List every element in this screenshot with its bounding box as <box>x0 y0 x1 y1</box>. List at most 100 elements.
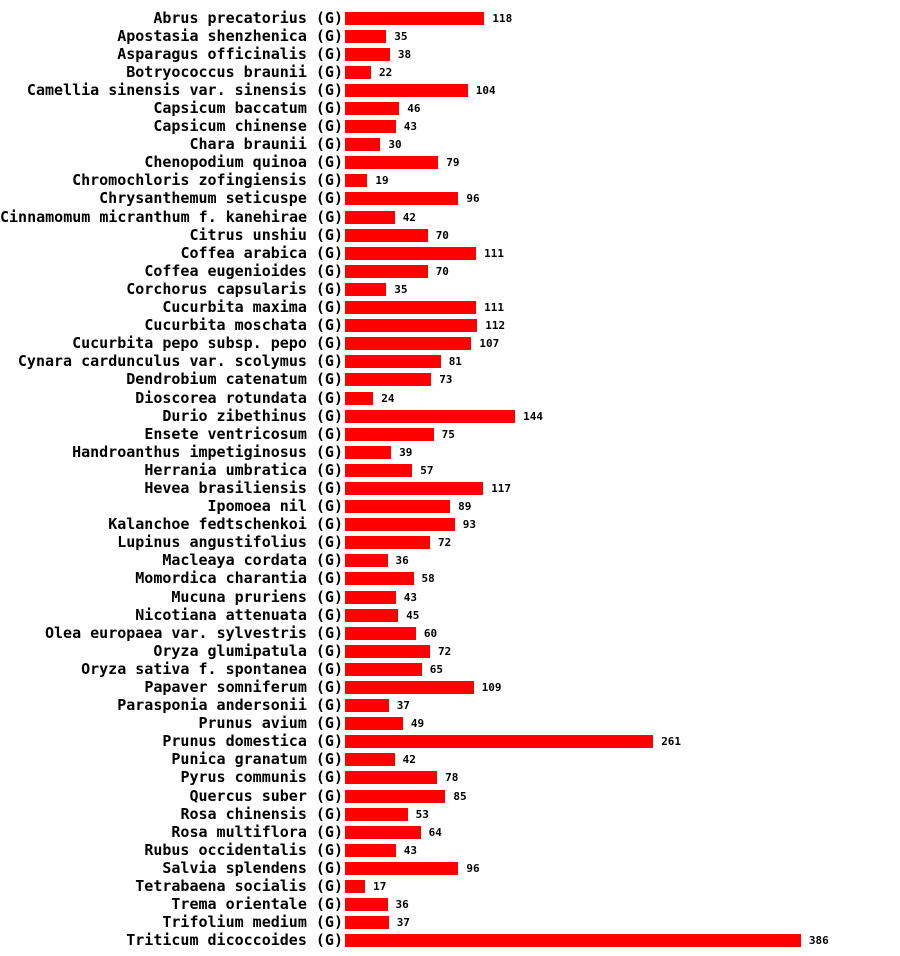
bar <box>345 102 400 116</box>
chart-row: Ensete ventricosum (G) 75 <box>0 425 900 443</box>
category-label: Oryza glumipatula (G) <box>153 641 343 660</box>
category-label: Kalanchoe fedtschenkoi (G) <box>108 515 343 534</box>
chart-row: Dendrobium catenatum (G) 73 <box>0 371 900 389</box>
category-label: Dendrobium catenatum (G) <box>126 370 343 389</box>
bar <box>345 156 439 170</box>
value-label: 38 <box>397 47 412 61</box>
chart-row: Pyrus communis (G) 78 <box>0 769 900 787</box>
category-label: Camellia sinensis var. sinensis (G) <box>26 80 343 99</box>
value-label: 79 <box>446 156 460 170</box>
value-label: 43 <box>403 843 418 857</box>
category-label: Capsicum chinense (G) <box>153 117 343 136</box>
chart-row: Kalanchoe fedtschenkoi (G) 93 <box>0 516 900 534</box>
bar <box>345 518 455 532</box>
category-label: Cucurbita maxima (G) <box>162 298 343 317</box>
value-label: 64 <box>428 825 442 839</box>
value-label: 36 <box>395 898 409 912</box>
chart-row: Ipomoea nil (G) 89 <box>0 498 900 516</box>
chart-row: Rosa chinensis (G) 53 <box>0 805 900 823</box>
category-label: Chromochloris zofingiensis (G) <box>72 171 343 190</box>
category-label: Rosa multiflora (G) <box>171 822 343 841</box>
category-label: Botryococcus braunii (G) <box>126 62 343 81</box>
bar <box>345 138 381 152</box>
bar <box>345 481 484 495</box>
category-label: Asparagus officinalis (G) <box>117 44 343 63</box>
chart-row: Oryza sativa f. spontanea (G) 65 <box>0 660 900 678</box>
category-label: Cucurbita pepo subsp. pepo (G) <box>72 334 343 353</box>
category-label: Coffea eugenioides (G) <box>144 261 343 280</box>
category-label: Chenopodium quinoa (G) <box>144 153 343 172</box>
chart-row: Durio zibethinus (G) 144 <box>0 407 900 425</box>
value-label: 36 <box>395 554 409 568</box>
value-label: 43 <box>403 590 418 604</box>
bar <box>345 699 389 713</box>
bar <box>345 120 396 134</box>
value-label: 96 <box>466 861 480 875</box>
category-label: Ensete ventricosum (G) <box>144 424 343 443</box>
bar <box>345 65 371 79</box>
bar <box>345 391 374 405</box>
category-label: Mucuna pruriens (G) <box>171 587 343 606</box>
value-label: 42 <box>402 753 416 767</box>
chart-row: Dioscorea rotundata (G) 24 <box>0 389 900 407</box>
chart-row: Trifolium medium (G) 37 <box>0 914 900 932</box>
chart-row: Papaver somniferum (G) 109 <box>0 678 900 696</box>
bar <box>345 29 387 43</box>
bar <box>345 11 485 25</box>
chart-row: Rosa multiflora (G) 64 <box>0 823 900 841</box>
bar <box>345 282 387 296</box>
value-label: 107 <box>479 337 500 351</box>
value-label: 75 <box>441 427 455 441</box>
value-label: 45 <box>406 608 420 622</box>
value-label: 35 <box>394 282 408 296</box>
bar <box>345 445 392 459</box>
chart-row: Chenopodium quinoa (G) 79 <box>0 154 900 172</box>
chart-row: Lupinus angustifolius (G) 72 <box>0 534 900 552</box>
category-label: Citrus unshiu (G) <box>189 225 343 244</box>
category-label: Rosa chinensis (G) <box>180 804 343 823</box>
value-label: 78 <box>445 771 459 785</box>
category-label: Chrysanthemum seticuspe (G) <box>99 189 343 208</box>
value-label: 46 <box>407 102 421 116</box>
value-label: 37 <box>396 699 410 713</box>
category-label: Corchorus capsularis (G) <box>126 279 343 298</box>
bar <box>345 644 430 658</box>
bar <box>345 916 389 930</box>
chart-row: Capsicum baccatum (G) 46 <box>0 99 900 117</box>
value-label: 85 <box>453 789 467 803</box>
chart-row: Cinnamomum micranthum f. kanehirae (G) 42 <box>0 208 900 226</box>
category-label: Dioscorea rotundata (G) <box>135 388 343 407</box>
chart-row: Salvia splendens (G) 96 <box>0 859 900 877</box>
chart-row: Handroanthus impetiginosus (G) 39 <box>0 443 900 461</box>
category-label: Cinnamomum micranthum f. kanehirae (G) <box>0 207 344 226</box>
bar <box>345 264 428 278</box>
category-label: Herrania umbratica (G) <box>144 460 343 479</box>
value-label: 17 <box>373 880 387 894</box>
value-label: 93 <box>462 518 477 532</box>
bar <box>345 898 388 912</box>
value-label: 111 <box>484 301 504 315</box>
bar <box>345 409 516 423</box>
bar <box>345 717 403 731</box>
bar <box>345 536 430 550</box>
bar <box>345 427 434 441</box>
bar <box>345 626 416 640</box>
category-label: Durio zibethinus (G) <box>162 406 343 425</box>
value-label: 111 <box>484 246 504 260</box>
chart-row: Cynara cardunculus var. scolymus (G) 81 <box>0 353 900 371</box>
bar <box>345 319 478 333</box>
chart-row: Trema orientale (G) 36 <box>0 896 900 914</box>
value-label: 386 <box>808 934 829 948</box>
bar <box>345 825 421 839</box>
chart-row: Punica granatum (G) 42 <box>0 751 900 769</box>
chart-row: Asparagus officinalis (G) 38 <box>0 45 900 63</box>
bar <box>345 554 388 568</box>
category-label: Handroanthus impetiginosus (G) <box>72 442 343 461</box>
value-label: 42 <box>402 210 417 224</box>
chart-row: Herrania umbratica (G) 57 <box>0 461 900 479</box>
chart-row: Chara braunii (G) 30 <box>0 136 900 154</box>
bar <box>345 210 395 224</box>
chart-row: Nicotiana attenuata (G) 45 <box>0 606 900 624</box>
chart-row: Cucurbita maxima (G) 111 <box>0 299 900 317</box>
chart-row: Abrus precatorius (G) 118 <box>0 9 900 27</box>
